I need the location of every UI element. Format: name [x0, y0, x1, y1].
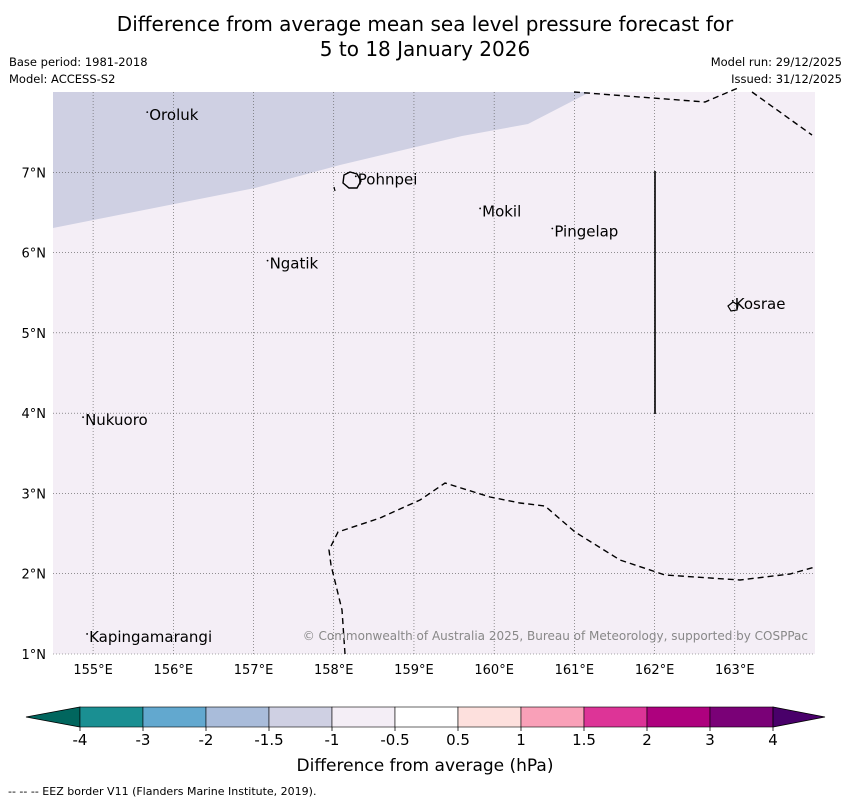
place-marker: [354, 175, 357, 178]
place-marker: [86, 633, 88, 635]
map-title: Difference from average mean sea level p…: [0, 12, 850, 62]
place-marker: [146, 111, 149, 113]
pohnpei-island: [342, 171, 362, 189]
lat-tick-label: 3°N: [22, 487, 47, 502]
place-label: Pohnpei: [358, 170, 418, 188]
colorbar-tick-label: 3: [705, 731, 715, 749]
lat-tick-label: 1°N: [22, 648, 47, 663]
place-label: Nukuoro: [85, 411, 148, 429]
negative-anomaly-region: [53, 92, 590, 228]
colorbar-tick-label: 1.5: [572, 731, 596, 749]
place-marker: [82, 416, 84, 419]
colorbar-tick-label: 2: [642, 731, 652, 749]
place-label: Pingelap: [554, 223, 618, 241]
kosrae-island: [727, 301, 739, 312]
model-run: Model run: 29/12/2025: [710, 55, 842, 69]
colorbar-segment: [520, 706, 585, 728]
lon-tick-label: 161°E: [555, 663, 595, 678]
colorbar-tick-label: -2: [199, 731, 214, 749]
issued-date: Issued: 31/12/2025: [731, 72, 842, 86]
place-labels: Oroluk Pohnpei Mokil Pingelap Ngatik Kosrae Nu…: [82, 106, 785, 646]
colorbar-over-arrow: [772, 706, 826, 728]
colorbar-tick-label: -0.5: [380, 731, 409, 749]
colorbar-segment: [331, 706, 396, 728]
colorbar-under-arrow: [25, 706, 81, 728]
lon-tick-label: 162°E: [635, 663, 675, 678]
colorbar-segment: [142, 706, 207, 728]
lat-tick-label: 6°N: [22, 247, 47, 262]
colorbar-segment: [457, 706, 522, 728]
eez-border-bottom: [328, 482, 816, 655]
model-name: Model: ACCESS-S2: [9, 72, 116, 86]
lat-tick-label: 7°N: [22, 166, 47, 181]
colorbar-tick-label: 4: [768, 731, 778, 749]
place-marker: [479, 207, 482, 210]
colorbar-segment: [268, 706, 333, 728]
place-marker: [551, 227, 554, 230]
colorbar-segment: [394, 706, 459, 728]
place-marker: [731, 299, 734, 302]
colorbar-tick-label: -1.5: [254, 731, 283, 749]
colorbar-tick-label: -4: [73, 731, 88, 749]
axis-labels: 155°E 156°E 157°E 158°E 159°E 160°E 161°E 162°E…: [22, 166, 755, 678]
colorbar-segment: [205, 706, 270, 728]
colorbar-segment: [709, 706, 774, 728]
place-label: Kosrae: [735, 295, 786, 313]
place-label: Kapingamarangi: [89, 628, 212, 646]
title-line-2: 5 to 18 January 2026: [319, 37, 531, 61]
colorbar-segment: [646, 706, 711, 728]
colorbar-segment: [583, 706, 648, 728]
islet-mark: [333, 186, 336, 192]
colorbar-tick-label: 0.5: [446, 731, 470, 749]
eez-border-top: [573, 87, 813, 136]
lon-tick-label: 155°E: [73, 663, 113, 678]
footer-note: -- -- -- EEZ border V11 (Flanders Marine…: [8, 785, 317, 798]
place-label: Ngatik: [270, 255, 319, 273]
lon-tick-label: 156°E: [154, 663, 194, 678]
lon-tick-label: 160°E: [474, 663, 514, 678]
lat-tick-label: 4°N: [22, 407, 47, 422]
lon-tick-label: 163°E: [715, 663, 755, 678]
lon-tick-label: 159°E: [394, 663, 434, 678]
colorbar-tick-label: -1: [325, 731, 340, 749]
lon-tick-label: 158°E: [314, 663, 354, 678]
place-marker: [266, 259, 269, 262]
place-label: Oroluk: [149, 106, 198, 124]
colorbar-segment: [79, 706, 144, 728]
base-period: Base period: 1981-2018: [9, 55, 148, 69]
lat-tick-label: 2°N: [22, 568, 47, 583]
colorbar-label: Difference from average (hPa): [296, 756, 554, 776]
lon-tick-label: 157°E: [234, 663, 274, 678]
place-label: Mokil: [482, 202, 521, 220]
lat-tick-label: 5°N: [22, 327, 47, 342]
meta-left: Base period: 1981-2018 Model: ACCESS-S2: [9, 54, 148, 88]
colorbar-tick-label: -3: [136, 731, 151, 749]
meta-right: Model run: 29/12/2025 Issued: 31/12/2025: [711, 54, 842, 88]
copyright: © Commonwealth of Australia 2025, Bureau…: [303, 629, 808, 643]
colorbar: -4 -3 -2 -1.5 -1 -0.5 0.5 1 1.5 2 3 4: [25, 706, 826, 749]
colorbar-tick-label: 1: [516, 731, 526, 749]
title-line-1: Difference from average mean sea level p…: [116, 12, 734, 36]
